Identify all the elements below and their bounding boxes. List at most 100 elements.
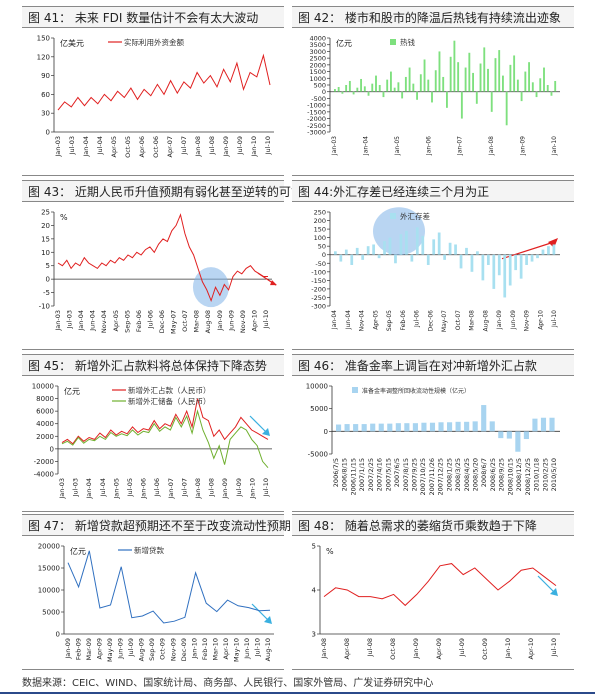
bar (344, 424, 350, 432)
bar (497, 254, 501, 276)
y-tick-label: -300 (311, 303, 326, 311)
x-tick-label: Aug-08 (204, 310, 212, 333)
y-tick-label: 5 (312, 543, 316, 551)
x-tick-label: Jul-09 (235, 478, 243, 497)
highlight-circle (192, 267, 229, 308)
y-tick-label: 150 (37, 35, 50, 43)
y-tick-label: 0 (56, 631, 60, 639)
y-tick-label: -1000 (307, 102, 326, 110)
x-tick-label: 2010/1/18 (533, 458, 541, 491)
x-tick-label: Aug-10 (264, 638, 272, 661)
x-tick-label: 2008/12/5 (515, 458, 523, 491)
x-tick-label: May-07 (170, 310, 178, 334)
series-line (323, 563, 557, 607)
bar (465, 247, 468, 255)
chart-fdi: 0 30 60 90 120 150 亿美元 Jan-03 Jul-03 Jan-04 Jul-04… (37, 35, 274, 158)
panel-fig41: 图 41： 未来 FDI 数量估计不会有太大波动 0 30 60 90 120 150 亿美… (22, 6, 284, 176)
bar (479, 63, 482, 92)
bar (404, 76, 407, 92)
x-tick-label: 2010/2/25 (541, 458, 549, 491)
bar (516, 79, 519, 92)
bar (514, 254, 518, 271)
bar (438, 422, 444, 432)
bar (513, 55, 516, 92)
x-tick-label: Jun-09 (510, 310, 517, 330)
x-tick-label: Jul-10 (262, 310, 270, 329)
x-tick-label: Jul-03 (66, 310, 74, 329)
y-tick-label: 500 (314, 82, 326, 90)
panel-title: 图 42： 楼市和股市的降温后热钱有持续流出迹象 (292, 6, 574, 28)
x-tick-label: Jul-07 (180, 136, 188, 155)
bar (355, 247, 359, 255)
bar (405, 230, 408, 255)
x-tick-label: Feb-06 (400, 310, 407, 331)
y-tick-label: -200 (311, 285, 326, 293)
x-tick-label: Apr-08 (343, 638, 351, 659)
y-axis-label: 亿元 (336, 38, 352, 48)
y-tick-label: 20000 (38, 543, 60, 551)
x-tick-label: Apr-05 (112, 310, 120, 331)
bar (352, 91, 355, 95)
x-tick-label: 2006/11/15 (349, 458, 357, 495)
x-tick-label: 2007/10/25 (419, 458, 427, 495)
bar (431, 91, 433, 103)
bar (464, 421, 470, 432)
bar (393, 87, 396, 92)
series-line (61, 409, 269, 469)
legend-label: 热钱 (400, 37, 415, 47)
bar (549, 417, 555, 432)
x-tick-label: Jul-04 (96, 136, 104, 155)
x-tick-label: Feb-09 (75, 638, 83, 660)
y-tick-label: 2000 (36, 433, 54, 441)
y-tick-label: 3500 (309, 41, 326, 49)
bar (382, 91, 385, 98)
legend-label: 新增贷款 (134, 545, 164, 555)
bar (410, 254, 414, 262)
y-tick-label: -100 (311, 268, 326, 276)
bar (475, 91, 478, 104)
trend-arrow (537, 575, 555, 593)
bar (399, 234, 403, 255)
y-tick-label: 10000 (306, 383, 328, 391)
bar (505, 91, 508, 126)
legend-swatch (390, 39, 396, 45)
bar (427, 79, 430, 92)
panel-fig42: 图 42： 楼市和股市的降温后热钱有持续流出迹象 -3000 -2500 -2000… (292, 6, 574, 176)
bar (539, 78, 542, 92)
x-tick-label: Sep-05 (123, 310, 131, 333)
chart-rmb-expectation: -10 -5 0 5 10 15 20 25% Jan-03 Jul-03 Jan-04 Jun-04… (39, 209, 277, 334)
chart-money-multiplier: 3 4 5% Jan-08 Apr-08 Jul-08 Oct-08 Jan-09 Apr-09… (312, 543, 560, 660)
y-tick-label: -250 (311, 294, 326, 302)
y-tick-label: -5000 (308, 451, 328, 459)
bar (429, 422, 436, 432)
x-tick-label: Mar-08 (193, 310, 201, 332)
y-tick-label: 0 (322, 88, 326, 96)
x-tick-label: Jan-04 (331, 310, 338, 330)
trend-arrow (249, 415, 267, 433)
trend-arrow (251, 603, 269, 621)
bar (457, 62, 460, 92)
x-tick-label: Oct-07 (455, 310, 462, 330)
x-tick-label: Jan-10 (504, 638, 512, 660)
bar (476, 251, 479, 255)
x-tick-label: Oct-05 (124, 136, 132, 158)
bar (502, 75, 504, 92)
bar (401, 91, 404, 99)
bar (334, 251, 337, 255)
x-tick-label: Jul-03 (68, 136, 76, 155)
y-tick-label: 6000 (36, 408, 54, 416)
x-tick-label: Jan-06 (140, 478, 148, 500)
chart-fx-funds: -4000 -2000 0 2000 4000 6000 8000 10000 亿元 Jan-03… (32, 383, 272, 500)
y-tick-label: 10000 (32, 383, 54, 391)
bar (454, 244, 457, 255)
x-tick-label: 2008/9/25 (498, 458, 506, 491)
y-tick-label: -5 (43, 289, 50, 297)
x-tick-label: Sep-05 (386, 310, 393, 331)
bar (367, 91, 370, 96)
x-tick-label: Apr-07 (166, 136, 174, 157)
y-tick-label: 100 (314, 234, 326, 242)
x-tick-label: 2007/1/15 (358, 458, 366, 491)
panel-title: 图 47： 新增贷款超预期还不至于改变流动性预期 (22, 514, 291, 536)
y-tick-label: -500 (311, 95, 326, 103)
x-tick-label: 2007/5/15 (384, 458, 392, 491)
